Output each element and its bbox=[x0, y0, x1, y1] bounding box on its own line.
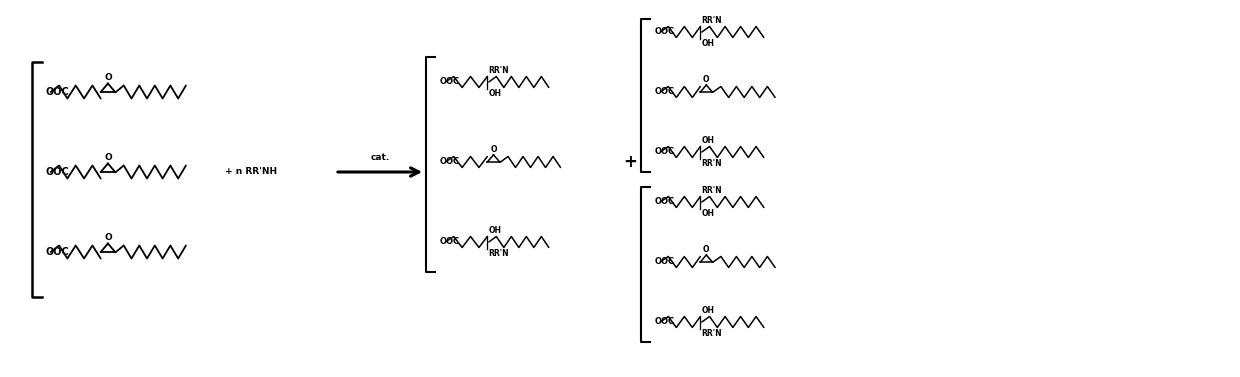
Text: OOC: OOC bbox=[655, 147, 675, 156]
Text: +: + bbox=[622, 153, 637, 171]
Text: O: O bbox=[703, 245, 709, 254]
Text: RR'N: RR'N bbox=[702, 159, 722, 168]
Text: OH: OH bbox=[702, 209, 714, 218]
Text: OH: OH bbox=[489, 226, 501, 235]
Text: OH: OH bbox=[702, 136, 714, 145]
Text: OOC: OOC bbox=[45, 247, 68, 257]
Text: RR'N: RR'N bbox=[702, 329, 722, 338]
Text: RR'N: RR'N bbox=[702, 186, 722, 195]
Text: cat.: cat. bbox=[371, 153, 389, 162]
Text: OOC: OOC bbox=[440, 78, 460, 86]
Text: OOC: OOC bbox=[655, 87, 675, 97]
Text: OOC: OOC bbox=[45, 167, 68, 177]
Text: O: O bbox=[104, 153, 112, 162]
Text: O: O bbox=[703, 75, 709, 84]
Text: OH: OH bbox=[489, 89, 501, 98]
Text: OOC: OOC bbox=[655, 317, 675, 326]
Text: OH: OH bbox=[702, 306, 714, 315]
Text: OOC: OOC bbox=[655, 198, 675, 207]
Text: OOC: OOC bbox=[440, 238, 460, 247]
Text: RR'N: RR'N bbox=[489, 249, 510, 258]
Text: O: O bbox=[104, 233, 112, 242]
Text: OOC: OOC bbox=[45, 87, 68, 97]
Text: RR'N: RR'N bbox=[489, 66, 510, 75]
Text: O: O bbox=[490, 145, 497, 153]
Text: OOC: OOC bbox=[655, 28, 675, 37]
Text: OH: OH bbox=[702, 39, 714, 48]
Text: + n RR'NH: + n RR'NH bbox=[224, 167, 277, 176]
Text: OOC: OOC bbox=[440, 158, 460, 167]
Text: RR'N: RR'N bbox=[702, 16, 722, 25]
Text: O: O bbox=[104, 73, 112, 82]
Text: OOC: OOC bbox=[655, 257, 675, 267]
